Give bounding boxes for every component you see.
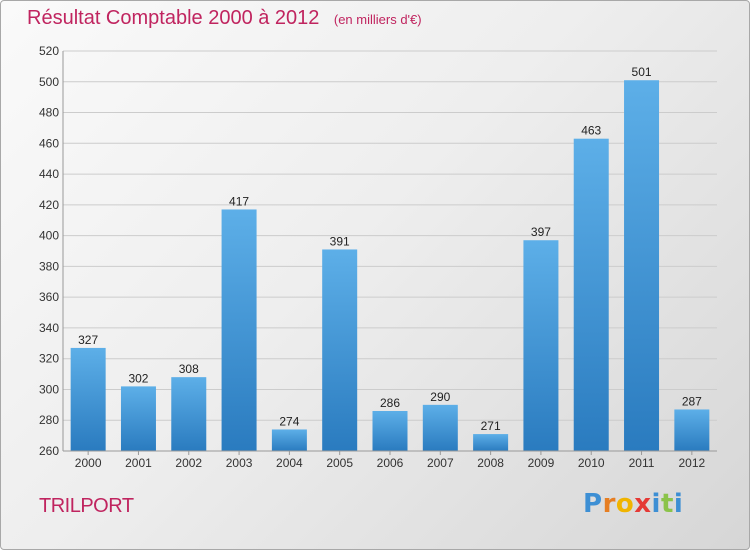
y-tick-label: 440 [39,167,59,181]
y-tick-label: 460 [39,136,59,150]
bar-value-label: 271 [481,419,501,433]
x-tick-label: 2005 [326,456,353,470]
bar-value-label: 501 [632,65,652,79]
bar-value-label: 327 [78,333,98,347]
bar [523,240,559,451]
y-tick-label: 320 [39,352,59,366]
proxiti-logo: Proxiti [583,489,683,519]
bar-value-label: 274 [279,414,299,428]
x-tick-label: 2002 [175,456,202,470]
logo-letter: t [660,489,674,519]
bar [221,209,257,451]
x-tick-label: 2004 [276,456,303,470]
bar-value-label: 286 [380,396,400,410]
x-tick-label: 2009 [528,456,555,470]
y-tick-label: 480 [39,106,59,120]
y-tick-label: 360 [39,290,59,304]
logo-letter: i [673,489,684,519]
y-tick-label: 340 [39,321,59,335]
axes: 260 280 300 320 340 360 380 400 420 440 460 480 500 5… [39,44,717,470]
y-tick-label: 500 [39,75,59,89]
x-tick-label: 2010 [578,456,605,470]
bar [322,249,358,451]
bar [573,138,609,451]
chart-title: Résultat Comptable 2000 à 2012 [27,7,320,29]
bars [70,80,710,451]
y-tick-label: 280 [39,413,59,427]
y-tick-label: 400 [39,229,59,243]
bar [171,377,207,451]
bar [70,347,106,451]
bar-value-label: 308 [179,362,199,376]
title-row: Résultat Comptable 2000 à 2012 (en milli… [27,7,422,30]
x-tick-label: 2011 [629,456,655,470]
logo-letter: i [651,489,661,519]
x-tick-label: 2001 [125,456,152,470]
bar-value-label: 397 [531,225,551,239]
y-tick-label: 520 [39,44,59,58]
bar [422,404,458,451]
bar-value-label: 463 [581,124,601,138]
y-tick-label: 300 [39,382,59,396]
x-tick-label: 2000 [75,456,102,470]
bar [372,411,408,451]
town-name: TRILPORT [39,495,134,517]
logo-letter: o [615,489,635,519]
bar [473,434,509,451]
x-tick-label: 2007 [427,456,454,470]
y-tick-label: 380 [39,259,59,273]
bar-value-label: 290 [430,390,450,404]
bar [624,80,660,451]
x-tick-label: 2003 [226,456,253,470]
bar [674,409,710,451]
bar-value-label: 391 [330,234,350,248]
bar-value-label: 417 [229,194,249,208]
y-tick-label: 260 [39,444,59,458]
bar [120,386,156,451]
logo-letter: P [583,489,603,519]
chart-subtitle: (en milliers d'€) [333,12,422,27]
x-tick-label: 2012 [678,456,705,470]
bar-value-label: 287 [682,394,702,408]
gridlines [63,50,717,452]
x-tick-label: 2006 [377,456,404,470]
logo-letter: r [602,489,616,519]
logo-letter: x [634,489,652,519]
value-labels: 327 302 308 417 274 391 286 290 271 397 463 501 287 [78,65,702,433]
y-tick-label: 420 [39,198,59,212]
bar [271,429,307,451]
bar-value-label: 302 [128,371,148,385]
x-tick-label: 2008 [477,456,504,470]
